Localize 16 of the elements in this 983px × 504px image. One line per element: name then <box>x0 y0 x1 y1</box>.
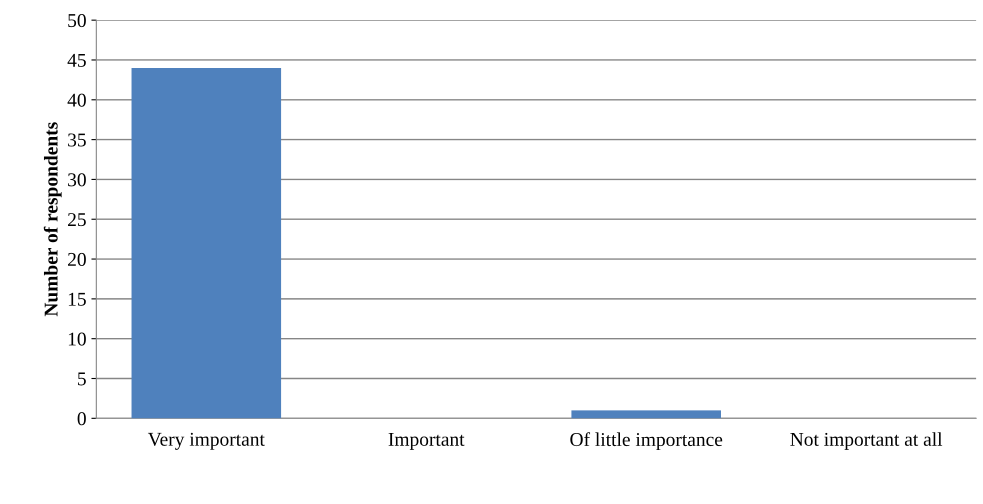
y-tick-label: 0 <box>78 412 86 426</box>
x-tick-label: Important <box>388 432 464 450</box>
y-tick-label: 45 <box>68 54 86 67</box>
x-tick-label: Not important at all <box>790 432 942 450</box>
y-tick-label: 30 <box>68 173 86 186</box>
y-tick-label: 15 <box>68 292 86 306</box>
y-axis-title: Number of respondents <box>44 122 62 316</box>
x-tick-label: Very important <box>148 432 265 450</box>
y-tick-label: 25 <box>68 213 86 226</box>
y-tick-label: 40 <box>68 94 86 107</box>
y-tick-label: 10 <box>68 332 86 346</box>
y-tick-label: 20 <box>68 252 86 266</box>
y-tick-label: 5 <box>78 372 86 386</box>
y-tick-label: 35 <box>68 133 86 147</box>
x-tick-label: Of little importance <box>570 432 722 450</box>
y-tick-label: 50 <box>68 14 86 28</box>
